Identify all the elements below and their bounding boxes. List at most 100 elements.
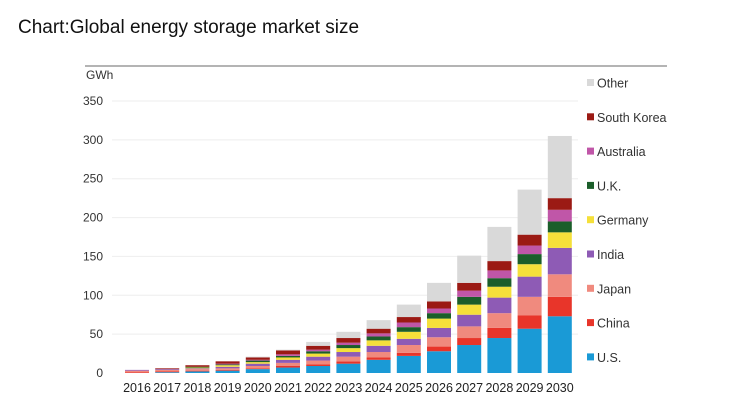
bar-segment-india-2021 <box>276 359 300 363</box>
bar-segment-germany-2018 <box>185 367 210 369</box>
bar-segment-u-k--2027 <box>457 296 482 305</box>
bar-segment-other-2020 <box>245 356 270 358</box>
bar-segment-china-2030 <box>547 296 572 317</box>
bar-segment-india-2016 <box>125 369 149 371</box>
bar-segment-south-korea-2020 <box>245 357 270 360</box>
bar-segment-china-2026 <box>427 346 451 352</box>
bar-segment-japan-2024 <box>366 352 391 358</box>
bar-segment-australia-2022 <box>306 349 331 352</box>
bar-segment-australia-2021 <box>276 354 300 356</box>
bar-segment-germany-2023 <box>336 348 361 353</box>
chart-title: Chart:Global energy storage market size <box>18 17 360 38</box>
bar-segment-germany-2022 <box>306 353 331 357</box>
bar-segment-japan-2030 <box>547 274 572 297</box>
bar-segment-other-2026 <box>427 282 451 302</box>
bar-segment-japan-2020 <box>245 366 270 369</box>
bar-segment-india-2027 <box>457 314 482 327</box>
bar-segment-australia-2026 <box>427 308 451 314</box>
x-tick-label: 2030 <box>546 381 574 395</box>
bar-segment-other-2030 <box>547 135 572 199</box>
legend-label: South Korea <box>597 111 667 125</box>
bar-segment-u-s--2018 <box>185 371 210 373</box>
legend-label: Other <box>597 77 628 91</box>
bar-segment-germany-2020 <box>245 362 270 364</box>
legend-swatch <box>587 216 594 224</box>
bar-segment-china-2017 <box>155 371 180 373</box>
bar-segment-south-korea-2021 <box>276 350 300 355</box>
y-tick-label: 200 <box>83 211 103 225</box>
legend-swatch <box>587 284 594 292</box>
x-tick-label: 2022 <box>304 381 332 395</box>
bar-segment-australia-2020 <box>245 359 270 361</box>
bar-segment-india-2017 <box>155 369 180 370</box>
bar-segment-u-s--2022 <box>306 366 331 373</box>
x-tick-label: 2019 <box>214 381 242 395</box>
bar-segment-u-s--2020 <box>245 369 270 373</box>
bar-segment-other-2025 <box>396 304 421 318</box>
bar-segment-u-k--2025 <box>396 327 421 332</box>
bar-segment-south-korea-2025 <box>396 317 421 323</box>
bar-segment-japan-2016 <box>125 370 149 373</box>
bar-segment-china-2024 <box>366 357 391 360</box>
x-tick-label: 2028 <box>485 381 513 395</box>
bar-segment-u-k--2018 <box>185 366 210 368</box>
bar-segment-u-k--2019 <box>215 364 240 366</box>
legend-swatch <box>587 113 594 121</box>
bar-segment-japan-2027 <box>457 326 482 339</box>
bar-segment-u-k--2022 <box>306 351 331 354</box>
bar-segment-china-2018 <box>185 370 210 372</box>
bar-segment-u-s--2021 <box>276 367 300 373</box>
bar-segment-india-2026 <box>427 327 451 338</box>
bar-segment-india-2018 <box>185 368 210 370</box>
legend-label: India <box>597 248 624 262</box>
bar-segment-u-s--2027 <box>457 345 482 373</box>
bar-segment-other-2024 <box>366 320 391 329</box>
x-tick-label: 2024 <box>365 381 393 395</box>
bar-segment-india-2020 <box>245 363 270 367</box>
bar-segment-u-s--2024 <box>366 359 391 373</box>
legend-label: Australia <box>597 145 646 159</box>
x-tick-label: 2026 <box>425 381 453 395</box>
bar-segment-china-2020 <box>245 368 270 370</box>
bar-segment-japan-2019 <box>215 368 240 370</box>
legend-label: U.K. <box>597 179 621 193</box>
bar-segment-japan-2022 <box>306 360 331 365</box>
y-tick-label: 100 <box>83 288 103 302</box>
bar-segment-germany-2026 <box>427 318 451 328</box>
bar-segment-u-k--2029 <box>517 254 542 265</box>
bar-segment-japan-2026 <box>427 337 451 347</box>
bar-segment-south-korea-2030 <box>547 198 572 210</box>
bar-segment-australia-2029 <box>517 245 542 255</box>
bar-segment-u-k--2024 <box>366 336 391 341</box>
bar-segment-india-2022 <box>306 356 331 361</box>
bar-segment-south-korea-2019 <box>215 361 240 364</box>
y-tick-label: 300 <box>83 133 103 147</box>
bar-segment-china-2028 <box>487 327 512 339</box>
legend-swatch <box>587 250 594 258</box>
legend-label: China <box>597 317 630 331</box>
bar-segment-australia-2024 <box>366 333 391 337</box>
bar-segment-india-2029 <box>517 276 542 297</box>
bar-segment-india-2023 <box>336 352 361 357</box>
legend-label: U.S. <box>597 351 621 365</box>
bar-segment-india-2024 <box>366 345 391 353</box>
bar-segment-u-k--2023 <box>336 345 361 349</box>
bar-segment-u-k--2028 <box>487 278 512 287</box>
bar-segment-other-2022 <box>306 341 331 346</box>
bar-segment-china-2029 <box>517 315 542 329</box>
bar-segment-china-2019 <box>215 369 240 371</box>
legend-swatch <box>587 319 594 327</box>
bar-segment-australia-2023 <box>336 342 361 346</box>
bar-segment-germany-2025 <box>396 331 421 339</box>
bar-segment-germany-2019 <box>215 365 240 367</box>
bar-segment-u-k--2026 <box>427 313 451 319</box>
bar-segment-u-k--2030 <box>547 221 572 233</box>
bar-segment-south-korea-2029 <box>517 234 542 246</box>
x-tick-label: 2021 <box>274 381 302 395</box>
bar-segment-china-2025 <box>396 352 421 356</box>
bar-segment-u-s--2019 <box>215 370 240 373</box>
bar-segment-south-korea-2026 <box>427 301 451 309</box>
bar-segment-u-s--2017 <box>155 372 180 373</box>
bar-segment-australia-2027 <box>457 290 482 297</box>
x-tick-label: 2020 <box>244 381 272 395</box>
